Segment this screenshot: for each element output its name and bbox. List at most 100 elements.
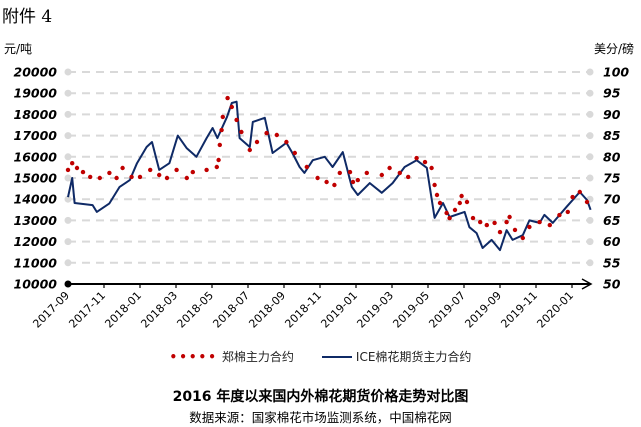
zhengzhou-data-point [332,182,337,188]
zhengzhou-data-point [234,117,239,123]
zhengzhou-data-point [315,175,320,181]
zhengzhou-data-point [507,214,512,220]
left-tick-label: 18000 [14,107,58,122]
gridline-left-dot [64,259,72,267]
zhengzhou-data-point [497,229,503,235]
zhengzhou-data-point [219,127,224,133]
zhengzhou-data-point [148,167,153,173]
zhengzhou-data-point [216,157,221,163]
zhengzhou-data-point [190,169,195,175]
zhengzhou-data-point [225,95,230,101]
zhengzhou-data-point [464,199,470,205]
zhengzhou-data-point [184,175,189,181]
legend-label-zhengzhou: 郑棉主力合约 [221,350,294,364]
legend-item-zhengzhou: ••••• 郑棉主力合约 [170,348,294,365]
x-tick-label: 2020-01 [534,289,576,331]
x-tick-label: 2017-09 [30,289,72,331]
left-tick-label: 17000 [14,128,58,143]
zhengzhou-data-point [274,132,279,138]
zhengzhou-data-point [80,169,86,175]
zhengzhou-data-point [355,177,360,183]
zhengzhou-data-point [470,215,476,221]
gridline-left-dot [64,195,72,203]
gridline-right-dot [586,216,594,224]
zhengzhou-data-point [387,165,392,171]
x-tick-label: 2019-01 [318,289,360,331]
zhengzhou-data-point [107,170,112,176]
dots-legend-icon: ••••• [169,349,218,364]
zhengzhou-data-point [70,161,75,166]
right-tick-label: 75 [603,171,621,186]
x-tick-label: 2019-05 [390,289,432,331]
x-tick-label: 2019-03 [354,289,396,331]
x-tick-label: 2018-07 [210,289,252,331]
zhengzhou-data-point [437,200,443,206]
x-tick-label: 2018-11 [282,289,324,331]
chart-source: 数据来源：国家棉花市场监测系统，中国棉花网 [189,410,452,425]
zhengzhou-data-point [284,139,289,145]
zhengzhou-data-point [137,174,143,180]
zhengzhou-data-point [214,164,219,170]
chart-plot: 10000 50 11000 55 12000 60 13000 65 14000 70 15000… [14,65,630,331]
gridline-right-dot [586,132,594,140]
zhengzhou-data-point [478,219,483,225]
gridline-right-dot [586,238,594,246]
x-tick-label: 2019-09 [462,289,504,331]
zhengzhou-data-point [220,114,225,120]
gridline-left-dot [64,68,72,76]
x-tick-label: 2019-07 [426,289,468,331]
zhengzhou-data-point [537,219,542,225]
legend-item-ice: ICE棉花期货主力合约 [321,348,472,365]
zhengzhou-data-point [429,165,434,171]
x-tick-label: 2017-11 [66,289,108,331]
gridline-left-dot [64,110,72,118]
zhengzhou-data-point [337,170,342,176]
zhengzhou-data-point [452,207,458,213]
gridline-right-dot [586,259,594,267]
zhengzhou-data-point [527,224,532,230]
zhengzhou-series-dots [65,95,590,241]
gridline-right-dot [586,68,594,76]
x-tick-label: 2019-11 [498,289,540,331]
right-tick-label: 70 [603,192,621,207]
left-tick-label: 11000 [14,255,58,270]
zhengzhou-data-point [129,174,134,180]
zhengzhou-data-point [239,129,244,135]
zhengzhou-data-point [264,130,269,136]
legend-label-ice: ICE棉花期货主力合约 [355,350,472,364]
ice-series-line [67,100,592,252]
zhengzhou-data-point [512,227,518,233]
zhengzhou-data-point [164,175,170,181]
gridline-right-dot [586,153,594,161]
right-tick-label: 95 [603,86,621,101]
left-tick-label: 12000 [14,234,58,249]
left-axis-unit: 元/吨 [4,42,33,56]
zhengzhou-data-point [577,189,582,195]
zhengzhou-data-point [492,220,497,226]
x-tick-label: 2018-03 [138,289,180,331]
x-tick-label: 2018-09 [246,289,288,331]
zhengzhou-data-point [247,147,252,153]
zhengzhou-data-point [432,182,437,188]
x-axis-arrow [581,278,593,290]
gridline-left-dot [64,89,72,97]
gridline-left-dot [64,238,72,246]
gridline-left-dot [64,153,72,161]
gridline-left-dot [64,216,72,224]
zhengzhou-data-point [254,139,260,145]
zhengzhou-data-point [379,172,384,178]
zhengzhou-data-point [520,235,525,241]
zhengzhou-data-point [504,219,509,225]
zhengzhou-data-point [414,155,419,161]
gridline-right-dot [586,89,594,97]
zhengzhou-data-point [120,165,125,171]
left-tick-label: 20000 [14,65,58,80]
zhengzhou-data-point [484,222,489,228]
zhengzhou-data-point [229,104,234,110]
zhengzhou-data-point [557,212,562,218]
zhengzhou-data-point [364,170,369,176]
zhengzhou-data-point [459,193,464,199]
right-tick-label: 85 [603,128,621,143]
left-tick-label: 10000 [14,277,58,292]
right-tick-label: 90 [603,107,621,122]
